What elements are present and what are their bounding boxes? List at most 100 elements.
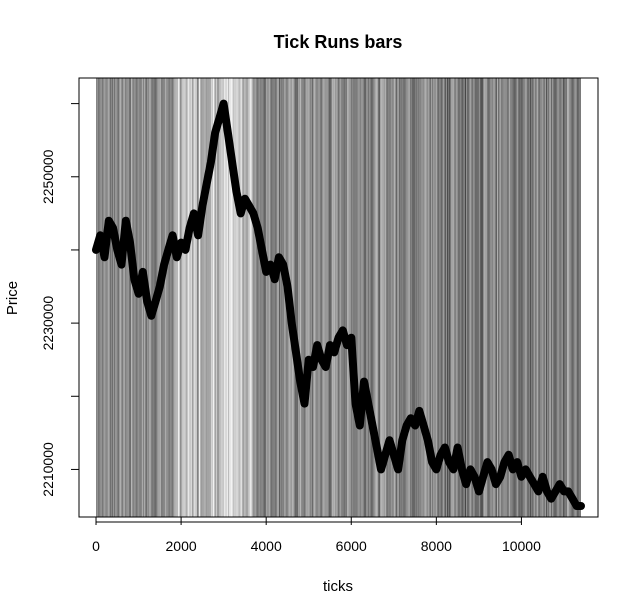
background-band <box>460 78 462 517</box>
background-band <box>539 78 541 517</box>
price-point <box>399 436 406 444</box>
background-band <box>467 78 469 517</box>
price-point <box>309 363 317 371</box>
price-point <box>394 466 402 473</box>
background-band <box>141 78 143 517</box>
background-band <box>358 78 360 517</box>
price-point <box>373 444 380 451</box>
background-band <box>195 78 198 517</box>
background-band <box>250 78 252 517</box>
background-band <box>558 78 560 517</box>
background-band <box>424 78 426 517</box>
background-band <box>339 78 341 517</box>
background-band <box>181 78 183 517</box>
price-point <box>450 466 457 473</box>
background-band <box>230 78 232 517</box>
price-point <box>271 276 278 283</box>
background-band <box>530 78 533 517</box>
price-point <box>433 466 440 473</box>
price-point <box>177 239 185 246</box>
background-band <box>305 78 307 517</box>
background-band <box>468 78 470 517</box>
price-point <box>267 261 274 268</box>
background-band <box>226 78 228 517</box>
background-band <box>261 78 263 517</box>
background-band <box>122 78 124 517</box>
price-point <box>292 349 300 356</box>
background-band <box>442 78 444 517</box>
background-band <box>208 78 210 517</box>
background-band <box>109 78 111 517</box>
background-band <box>268 78 270 517</box>
background-band <box>571 78 573 517</box>
background-band <box>542 78 544 517</box>
background-band <box>334 78 336 517</box>
background-band <box>561 78 563 517</box>
price-point <box>496 473 504 480</box>
background-band <box>466 78 468 517</box>
x-tick-label: 2000 <box>166 538 197 554</box>
background-band <box>206 78 208 517</box>
background-band <box>412 78 415 517</box>
background-band <box>319 78 321 517</box>
price-point <box>262 268 270 276</box>
background-band <box>274 78 276 517</box>
price-point <box>305 356 312 363</box>
background-band <box>471 78 473 517</box>
background-band <box>320 78 322 517</box>
price-point <box>428 458 436 466</box>
background-band <box>237 78 239 517</box>
background-band <box>133 78 135 517</box>
price-point <box>488 466 495 473</box>
background-band <box>444 78 446 517</box>
price-point <box>390 451 398 459</box>
background-band <box>507 78 509 517</box>
background-band <box>421 78 423 517</box>
background-band <box>219 78 221 517</box>
background-band <box>253 78 255 517</box>
background-band <box>311 78 313 517</box>
price-point <box>462 480 470 488</box>
background-band <box>228 78 231 517</box>
background-band <box>317 78 319 517</box>
background-band <box>125 78 127 517</box>
background-band <box>432 78 434 517</box>
background-band <box>303 78 305 517</box>
background-band <box>175 78 177 517</box>
background-band <box>350 78 352 517</box>
background-band <box>492 78 494 517</box>
background-band <box>474 78 476 517</box>
price-point <box>454 444 461 451</box>
background-band <box>520 78 522 517</box>
background-band <box>392 78 394 517</box>
price-point <box>377 466 385 473</box>
background-band <box>245 78 248 517</box>
background-band <box>522 78 524 517</box>
price-point <box>148 312 155 319</box>
background-band <box>213 78 215 517</box>
background-band <box>407 78 409 517</box>
background-band <box>167 78 169 517</box>
background-band <box>315 78 317 517</box>
background-band <box>105 78 107 517</box>
background-band <box>227 78 229 517</box>
background-band <box>282 78 284 517</box>
background-band <box>172 78 174 517</box>
background-band <box>404 78 406 517</box>
background-band <box>271 78 273 517</box>
background-band <box>322 78 324 517</box>
price-point <box>152 297 159 305</box>
background-band <box>527 78 529 517</box>
price-point <box>114 246 121 254</box>
background-band <box>119 78 121 517</box>
background-band <box>577 78 579 517</box>
price-point <box>526 473 534 480</box>
background-band <box>496 78 499 517</box>
price-point <box>211 129 219 137</box>
background-band <box>207 78 209 517</box>
price-point <box>577 502 585 510</box>
background-band <box>345 78 348 517</box>
background-band <box>572 78 574 517</box>
background-band <box>166 78 168 517</box>
background-band <box>462 78 464 517</box>
